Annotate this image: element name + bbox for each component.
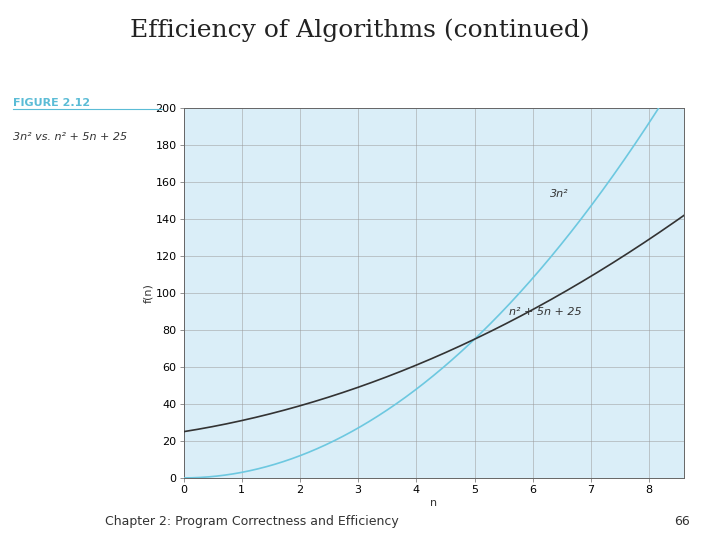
Text: n² + 5n + 25: n² + 5n + 25 [510,307,582,317]
Y-axis label: f(n): f(n) [143,283,153,303]
Text: Efficiency of Algorithms (continued): Efficiency of Algorithms (continued) [130,19,590,43]
Text: FIGURE 2.12: FIGURE 2.12 [13,98,90,108]
Text: 66: 66 [674,515,690,528]
X-axis label: n: n [431,498,437,508]
Text: Chapter 2: Program Correctness and Efficiency: Chapter 2: Program Correctness and Effic… [105,515,399,528]
Text: 3n²: 3n² [550,189,569,199]
Text: 3n² vs. n² + 5n + 25: 3n² vs. n² + 5n + 25 [13,132,127,143]
